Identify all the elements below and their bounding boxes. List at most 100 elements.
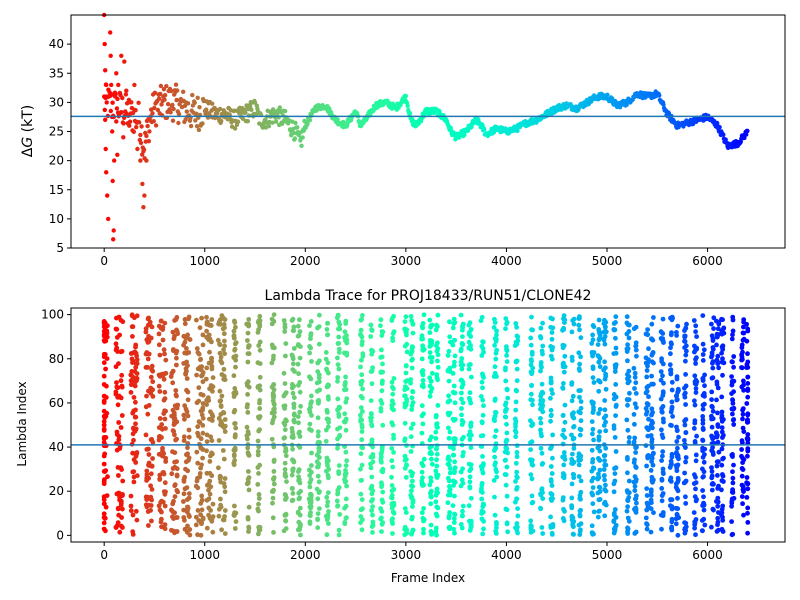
lambda-point [368, 486, 374, 491]
lambda-point [561, 343, 567, 348]
lambda-point [335, 491, 340, 497]
x-tick-label: 3000 [391, 548, 422, 562]
lambda-point [181, 361, 187, 366]
lambda-point [221, 347, 226, 353]
lambda-point [633, 450, 638, 455]
lambda-point [513, 387, 519, 393]
lambda-point [700, 406, 706, 412]
lambda-point [684, 321, 689, 327]
lambda-point [538, 427, 543, 433]
lambda-point [632, 506, 637, 512]
y-tick-label: 100 [41, 308, 64, 322]
lambda-point [649, 336, 654, 342]
lambda-point [692, 440, 698, 446]
lambda-point [206, 505, 212, 511]
lambda-point [146, 333, 152, 339]
delta-g-point [108, 30, 113, 35]
delta-g-point [108, 53, 113, 58]
lambda-point [269, 321, 275, 327]
lambda-point [632, 488, 638, 493]
lambda-point [269, 316, 275, 322]
lambda-point [693, 390, 699, 395]
lambda-point [208, 322, 213, 328]
lambda-point [561, 450, 567, 455]
delta-g-point [742, 135, 747, 141]
lambda-point [245, 410, 251, 415]
lambda-point [380, 361, 385, 367]
delta-g-point [109, 82, 114, 88]
lambda-point [185, 523, 190, 529]
lambda-point [309, 359, 314, 364]
y-tick-label: 15 [49, 183, 64, 197]
lambda-point [589, 399, 595, 405]
lambda-point [668, 345, 673, 351]
lambda-point [528, 472, 534, 477]
lambda-point [729, 503, 734, 509]
lambda-point [692, 494, 698, 500]
x-tick-label: 1000 [189, 254, 220, 268]
lambda-point [631, 365, 637, 371]
lambda-point [693, 361, 698, 366]
lambda-point [504, 520, 510, 526]
lambda-point [162, 522, 168, 527]
lambda-point [576, 366, 582, 372]
lambda-point [315, 525, 321, 531]
lambda-point [744, 495, 750, 500]
lambda-point [102, 451, 108, 457]
lambda-point [602, 407, 608, 413]
lambda-point [130, 334, 135, 339]
lambda-point [246, 504, 252, 510]
lambda-point [404, 457, 409, 462]
lambda-point [648, 468, 654, 473]
top-scatter-points [102, 12, 750, 242]
lambda-point [207, 459, 213, 464]
lambda-point [459, 384, 465, 390]
lambda-point [701, 469, 707, 475]
lambda-point [410, 389, 415, 394]
lambda-point [256, 496, 262, 501]
lambda-point [427, 355, 433, 360]
lambda-point [217, 317, 223, 323]
lambda-point [403, 402, 409, 408]
lambda-point [156, 372, 162, 378]
lambda-point [297, 389, 303, 395]
lambda-point [714, 499, 719, 504]
lambda-point [359, 372, 365, 378]
lambda-point [174, 466, 180, 472]
lambda-point [182, 321, 188, 327]
lambda-point [602, 487, 608, 492]
lambda-point [467, 320, 473, 326]
lambda-point [379, 484, 384, 490]
bottom-x-ticks: 0 1000 2000 3000 4000 5000 6000 [100, 542, 723, 562]
lambda-point [370, 452, 376, 457]
lambda-point [157, 416, 163, 421]
lambda-point [245, 379, 251, 385]
lambda-point [256, 343, 262, 348]
lambda-point [104, 493, 110, 498]
lambda-point [632, 474, 638, 479]
lambda-point [257, 313, 263, 319]
lambda-point [157, 476, 163, 482]
lambda-point [561, 327, 566, 332]
lambda-point [740, 411, 746, 417]
lambda-point [427, 350, 433, 355]
lambda-point [739, 494, 745, 499]
lambda-point [625, 380, 631, 386]
lambda-point [429, 461, 435, 467]
lambda-point [144, 468, 150, 474]
lambda-point [651, 477, 656, 483]
lambda-point [595, 353, 601, 358]
lambda-point [452, 359, 457, 365]
lambda-point [170, 329, 176, 335]
lambda-point [208, 453, 213, 459]
lambda-point [421, 506, 426, 511]
lambda-point [342, 477, 347, 482]
lambda-point [745, 374, 751, 380]
lambda-point [221, 456, 227, 462]
lambda-point [246, 469, 251, 474]
lambda-point [611, 510, 617, 516]
lambda-point [335, 355, 340, 361]
lambda-point [446, 348, 452, 354]
lambda-point [480, 531, 486, 537]
lambda-point [270, 515, 276, 521]
